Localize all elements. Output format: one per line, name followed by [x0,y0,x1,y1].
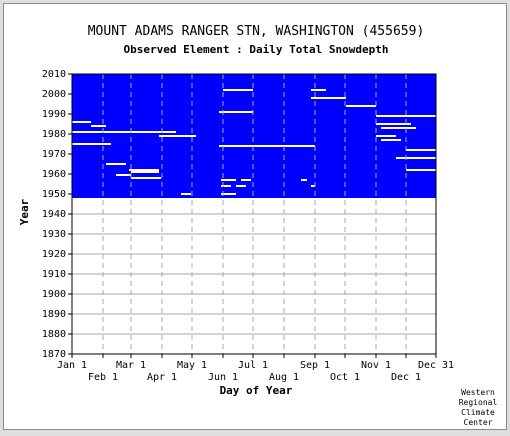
x-tick-label: Oct 1 [330,372,360,383]
x-axis-label: Day of Year [220,384,293,397]
y-axis-label: Year [18,198,31,225]
y-tick-label: 1950 [42,189,66,200]
y-tick-label: 1900 [42,289,66,300]
missing-segment [131,171,159,173]
x-tick-label: Dec 31 [418,360,454,371]
missing-segment [129,169,159,171]
missing-segment [159,135,196,137]
x-tick-label: Nov 1 [361,360,391,371]
y-tick-label: 1920 [42,249,66,260]
chart-subtitle: Observed Element : Daily Total Snowdepth [124,43,389,56]
y-tick-label: 1930 [42,229,66,240]
x-tick-label: May 1 [177,360,207,371]
x-tick-label: Aug 1 [269,372,299,383]
missing-segment [406,169,436,171]
missing-segment [223,89,253,91]
missing-segment [301,179,307,181]
missing-segment [381,127,416,129]
chart-title: MOUNT ADAMS RANGER STN, WASHINGTON (4556… [88,24,425,39]
y-tick-label: 1880 [42,329,66,340]
missing-segment [181,193,191,195]
missing-segment [219,111,253,113]
x-tick-label: Apr 1 [147,372,177,383]
y-tick-label: 2010 [42,69,66,80]
missing-segment [376,135,396,137]
x-tick-label: Sep 1 [300,360,330,371]
missing-segment [221,193,236,195]
missing-segment [376,115,436,117]
missing-segment [219,145,315,147]
missing-segment [93,143,111,145]
missing-segment [381,139,401,141]
y-axis-ticks: 1870 1880 1890 1900 1910 1920 1930 1940 1950 1960… [42,69,72,360]
x-tick-label: Feb 1 [88,372,118,383]
y-tick-label: 1940 [42,209,66,220]
x-tick-label: Jan 1 [57,360,87,371]
missing-segment [72,131,176,133]
missing-segment [241,179,251,181]
missing-segment [311,97,346,99]
y-tick-label: 1980 [42,129,66,140]
missing-segment [91,125,106,127]
missing-segment [72,121,91,123]
missing-segment [221,179,236,181]
missing-segment [311,185,315,187]
x-tick-label: Jun 1 [208,372,238,383]
y-tick-label: 1910 [42,269,66,280]
credit-line: Climate [461,408,495,417]
missing-data-gaps [72,89,436,195]
y-tick-label: 1960 [42,169,66,180]
x-axis-ticks: Jan 1 Mar 1 May 1 Jul 1 Sep 1 Nov 1 Dec 31 Feb … [57,354,454,383]
x-tick-label: Dec 1 [391,372,421,383]
y-tick-label: 2000 [42,89,66,100]
chart-svg: MOUNT ADAMS RANGER STN, WASHINGTON (4556… [18,24,498,427]
missing-segment [346,105,376,107]
vertical-grid [102,74,407,354]
credit-line: Western [461,388,495,397]
missing-segment [236,185,246,187]
missing-segment [396,157,436,159]
missing-segment [376,123,411,125]
missing-segment [72,143,106,145]
x-tick-label: Mar 1 [116,360,146,371]
missing-segment [131,177,161,179]
y-tick-label: 1970 [42,149,66,160]
missing-segment [406,149,436,151]
x-tick-label: Jul 1 [238,360,268,371]
y-tick-label: 1890 [42,309,66,320]
missing-segment [116,174,131,176]
missing-segment [221,185,231,187]
missing-segment [311,89,326,91]
chart-frame: MOUNT ADAMS RANGER STN, WASHINGTON (4556… [3,3,507,430]
missing-segment [106,163,126,165]
credit-line: Center [464,418,493,427]
y-tick-label: 1990 [42,109,66,120]
y-tick-label: 1870 [42,349,66,360]
credit-line: Regional [459,398,498,407]
